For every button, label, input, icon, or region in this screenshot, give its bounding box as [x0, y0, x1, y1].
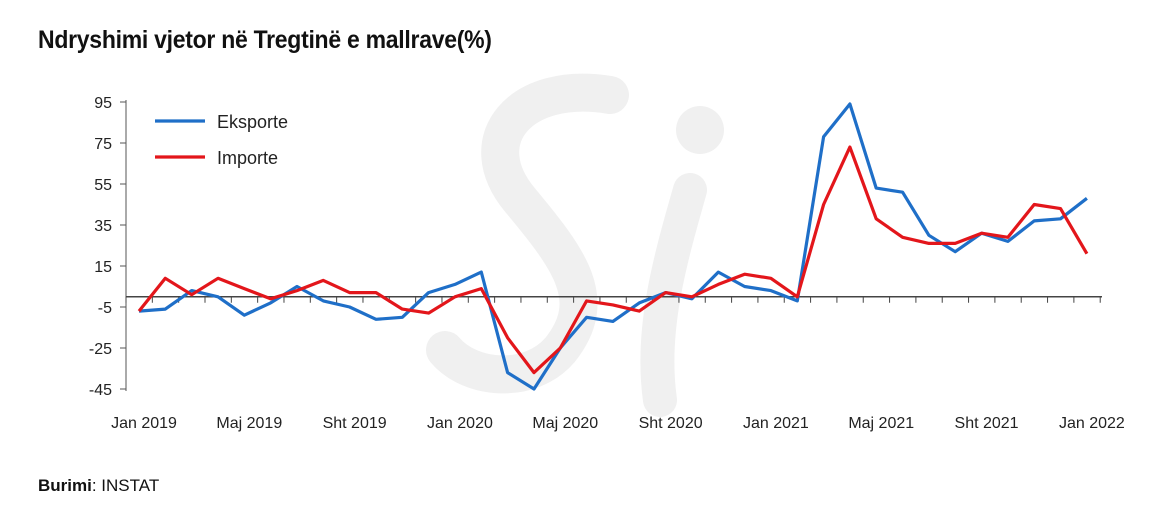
- x-tick-label: Sht 2020: [639, 415, 703, 432]
- x-tick-label: Maj 2019: [216, 415, 282, 432]
- x-tick-label: Maj 2020: [532, 415, 598, 432]
- legend-label-importe: Importe: [217, 148, 278, 168]
- watermark-logo-dot: [676, 106, 724, 154]
- legend-label-eksporte: Eksporte: [217, 112, 288, 132]
- x-tick-label: Jan 2019: [111, 415, 177, 432]
- source-label: Burimi: [38, 476, 92, 495]
- y-tick-label: -5: [98, 300, 112, 317]
- y-tick-label: 75: [94, 136, 112, 153]
- y-tick-label: 95: [94, 95, 112, 112]
- y-tick-label: -25: [89, 341, 112, 358]
- x-tick-label: Jan 2022: [1059, 415, 1125, 432]
- series-line-eksporte: [138, 102, 1088, 391]
- source-value: INSTAT: [101, 476, 160, 495]
- x-tick-label: Jan 2020: [427, 415, 493, 432]
- y-tick-label: -45: [89, 382, 112, 399]
- source-note: Burimi: INSTAT: [38, 476, 160, 495]
- x-tick-label: Sht 2019: [323, 415, 387, 432]
- x-tick-label: Jan 2021: [743, 415, 809, 432]
- y-tick-label: 35: [94, 218, 112, 235]
- x-tick-label: Maj 2021: [848, 415, 914, 432]
- y-tick-label: 15: [94, 259, 112, 276]
- y-tick-label: 55: [94, 177, 112, 194]
- series-line-importe: [137, 145, 1089, 375]
- x-tick-label: Sht 2021: [955, 415, 1019, 432]
- chart-title: Ndryshimi vjetor në Tregtinë e mallrave(…: [38, 26, 492, 54]
- watermark-logo-s: [426, 73, 629, 394]
